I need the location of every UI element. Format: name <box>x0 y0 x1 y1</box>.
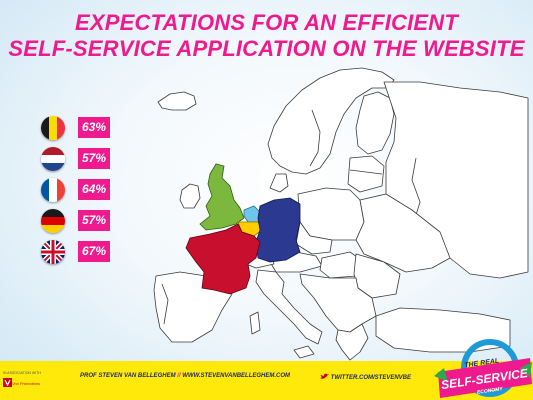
stat-value-france: 64% <box>78 179 110 200</box>
portugal-line <box>161 283 169 325</box>
twitter-icon <box>320 373 329 379</box>
association-label: IN ASSOCIATION WITH <box>3 371 41 375</box>
ukraine-shape <box>355 193 451 273</box>
author-credit: PROF STEVEN VAN BELLEGHEM // WWW.STEVENV… <box>80 373 290 379</box>
denmark-shape <box>269 173 289 193</box>
stat-value-belgium: 63% <box>78 117 110 138</box>
germany-flag-icon <box>41 209 65 233</box>
baltics-shape <box>347 155 385 193</box>
badge-line-3: ECONOMY <box>477 386 504 396</box>
country-stats: 63% 57% 64% 57% <box>38 113 118 268</box>
sicily-shape <box>293 345 315 359</box>
twitter-credit: TWITTER.COM/STEVENVBE <box>320 373 411 381</box>
page-title: EXPECTATIONS FOR AN EFFICIENT SELF-SERVI… <box>0 10 533 62</box>
netherlands-flag-icon <box>41 147 65 171</box>
france-shape <box>185 223 261 295</box>
title-line-1: EXPECTATIONS FOR AN EFFICIENT <box>74 10 459 35</box>
uk-shape <box>199 163 245 231</box>
badge-line-1: THE REAL <box>464 358 500 370</box>
europe-map <box>153 67 529 361</box>
separator: // <box>177 373 181 379</box>
stat-row-belgium: 63% <box>38 113 118 144</box>
sweden-line <box>309 109 321 167</box>
partner-logo-text: Vox Promotions <box>12 381 41 386</box>
italy-shape <box>255 269 323 345</box>
scandinavia-shape <box>267 67 395 175</box>
author-name: PROF STEVEN VAN BELLEGHEM <box>80 373 176 379</box>
stat-value-netherlands: 57% <box>78 148 110 169</box>
stat-value-uk: 67% <box>78 241 110 262</box>
finland-shape <box>355 91 395 155</box>
twitter-link[interactable]: TWITTER.COM/STEVENVBE <box>330 375 412 381</box>
uk-flag-icon <box>41 240 65 264</box>
france-flag-icon <box>41 178 65 202</box>
greece-shape <box>335 323 369 361</box>
ireland-shape <box>179 183 201 209</box>
vox-logo-icon <box>3 378 12 387</box>
stat-row-uk: 67% <box>38 237 118 268</box>
stat-row-netherlands: 57% <box>38 144 118 175</box>
stat-row-germany: 57% <box>38 206 118 237</box>
title-line-2: SELF-SERVICE APPLICATION ON THE WEBSITE <box>8 36 525 61</box>
sardinia-shape <box>249 311 261 335</box>
poland-shape <box>297 187 365 241</box>
belgium-flag-icon <box>41 116 65 140</box>
netherlands-shape <box>243 205 261 223</box>
germany-shape <box>255 197 301 263</box>
romania-shape <box>353 253 401 299</box>
turkey-shape <box>375 307 511 353</box>
self-service-economy-badge: THE REAL SELF-SERVICE ECONOMY <box>434 339 532 398</box>
iceland-shape <box>157 91 197 111</box>
website-link[interactable]: WWW.STEVENVANBELLEGHEM.COM <box>182 373 291 379</box>
stat-value-germany: 57% <box>78 210 110 231</box>
stat-row-france: 64% <box>38 175 118 206</box>
